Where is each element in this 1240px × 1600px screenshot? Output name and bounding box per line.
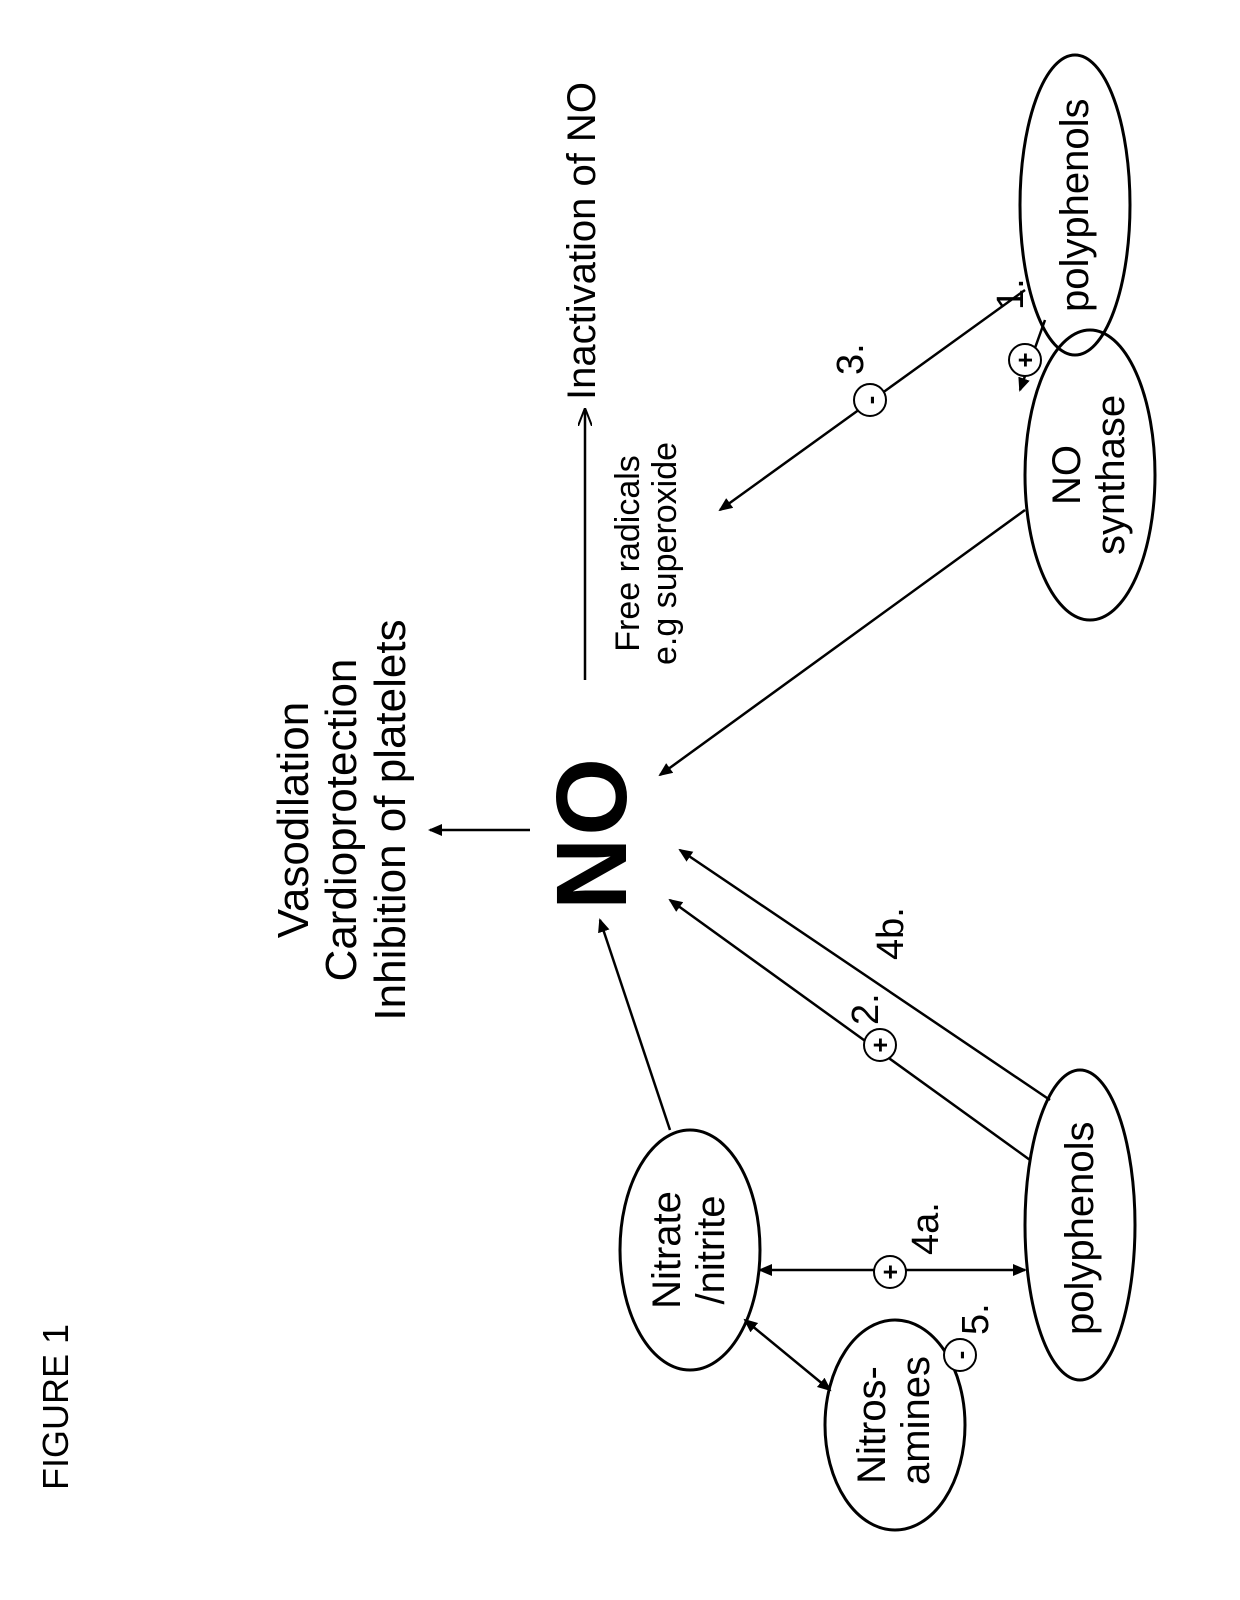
effect-2: Cardioprotection [318, 580, 366, 1060]
num-4b: 4b. [870, 907, 913, 960]
num-5: 5. [955, 1303, 998, 1335]
inactivation-label: Inactivation of NO [560, 82, 604, 400]
no-synthase-label: NO synthase [1045, 395, 1133, 555]
nitrosamines-label: Nitros- amines [850, 1365, 938, 1485]
sign-text-minus-3: - [855, 396, 885, 405]
nosyn-l2: synthase [1089, 395, 1133, 555]
num-2: 2. [845, 993, 888, 1025]
arrow-nitrate-to-no [600, 920, 670, 1130]
arrow-polyL-to-no-b [680, 850, 1050, 1100]
no-center-label: NO [535, 756, 650, 910]
num-1: 1. [990, 278, 1033, 310]
nitrate-label: Nitrate /nitrite [645, 1190, 733, 1310]
poly-left-label: polyphenols [1058, 1122, 1102, 1336]
sign-text-plus-4a: + [875, 1264, 905, 1279]
page: + + - + - FIGURE 1 Vasodilation Cardioprotec… [0, 0, 1240, 1600]
sign-text-minus-5: - [945, 1351, 975, 1360]
nosyn-l1: NO [1045, 395, 1089, 555]
effect-3: Inhibition of platelets [367, 580, 415, 1060]
effects-block: Vasodilation Cardioprotection Inhibition… [270, 580, 415, 1060]
rotated-canvas: + + - + - FIGURE 1 Vasodilation Cardioprotec… [0, 0, 1240, 1600]
sign-text-plus-1: + [1010, 352, 1040, 367]
nitrate-l1: Nitrate [645, 1190, 689, 1310]
nitrate-l2: /nitrite [689, 1190, 733, 1310]
free-radicals-l1: Free radicals [610, 442, 647, 665]
figure-title: FIGURE 1 [35, 1324, 77, 1490]
free-radicals-l2: e.g superoxide [647, 442, 684, 665]
poly-right-label: polyphenols [1053, 99, 1097, 313]
sign-text-plus-2: + [865, 1037, 895, 1052]
nitros-l2: amines [894, 1365, 938, 1485]
free-radicals-label: Free radicals e.g superoxide [610, 442, 685, 665]
arrow-nosyn-to-no [660, 510, 1025, 775]
effect-1: Vasodilation [270, 580, 318, 1060]
num-4a: 4a. [905, 1202, 948, 1255]
num-3: 3. [830, 343, 873, 375]
nitros-l1: Nitros- [850, 1365, 894, 1485]
arrow-polyL-to-no-a [670, 900, 1030, 1160]
arrow-nitrate-nitros [745, 1320, 830, 1390]
